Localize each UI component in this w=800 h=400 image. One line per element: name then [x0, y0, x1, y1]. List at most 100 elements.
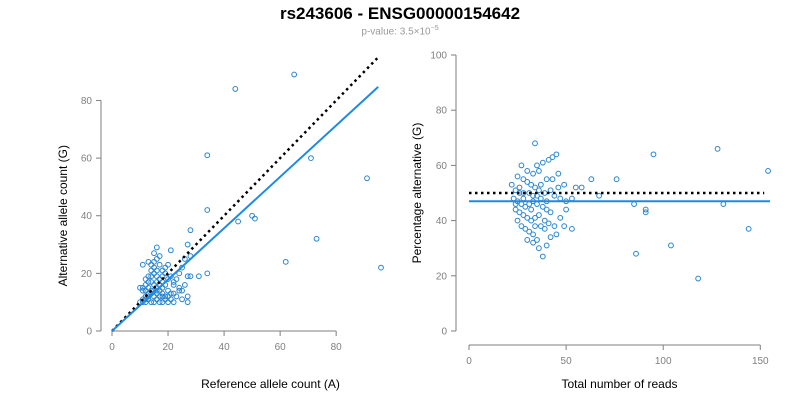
data-point [156, 293, 163, 300]
data-point [537, 181, 544, 188]
data-point [714, 145, 721, 152]
x-tick-label: 0 [466, 356, 472, 367]
y-axis-label: Percentage alternative (G) [410, 123, 424, 264]
data-point [526, 190, 533, 196]
data-point [543, 206, 550, 213]
data-point [148, 273, 155, 280]
data-point [148, 267, 155, 274]
data-point [162, 264, 169, 271]
reference-line [111, 56, 380, 332]
data-point [536, 168, 542, 174]
data-point [170, 299, 177, 306]
data-point [534, 201, 540, 207]
data-point [541, 217, 548, 224]
data-point [524, 214, 531, 221]
pvalue-exponent: −5 [430, 25, 439, 32]
data-point [148, 299, 155, 306]
data-point [151, 299, 157, 306]
data-point [313, 235, 320, 242]
pvalue-text: p-value: 3.5×10 [361, 26, 431, 38]
y-tick-label: 0 [441, 327, 447, 338]
data-point [555, 170, 562, 177]
data-point [518, 162, 525, 169]
data-point [232, 86, 239, 92]
data-point [252, 215, 258, 222]
y-tick-label: 0 [86, 327, 92, 338]
y-tick-label: 60 [81, 154, 93, 165]
data-point [378, 264, 384, 271]
data-point [745, 225, 752, 232]
data-point [536, 187, 542, 194]
data-point [545, 156, 552, 163]
x-tick-label: 80 [331, 342, 343, 353]
data-point [528, 181, 535, 188]
y-tick-label: 40 [81, 211, 93, 222]
data-point [549, 176, 556, 183]
data-point [532, 140, 538, 147]
data-point [532, 214, 538, 221]
data-point [545, 220, 552, 227]
data-point [516, 209, 523, 216]
data-point [512, 187, 519, 194]
data-point [631, 201, 637, 207]
data-point [633, 250, 639, 257]
data-point [520, 176, 527, 183]
data-point [204, 207, 211, 213]
data-point [204, 152, 211, 159]
data-point [151, 258, 157, 265]
data-point [187, 273, 194, 280]
data-point [308, 155, 314, 161]
data-point [541, 225, 548, 232]
data-point [518, 223, 525, 230]
data-point [530, 170, 536, 177]
data-point [557, 195, 564, 202]
data-point [588, 176, 595, 183]
data-point [520, 190, 527, 196]
data-point [512, 206, 519, 213]
data-point [508, 181, 515, 188]
data-point [142, 276, 149, 283]
y-tick-label: 100 [430, 51, 447, 62]
data-point [668, 242, 674, 249]
data-point [282, 258, 289, 265]
data-point [549, 154, 556, 161]
x-axis-label: Total number of reads [561, 377, 677, 391]
data-point [526, 228, 533, 235]
data-point [235, 218, 241, 225]
data-point [173, 293, 180, 300]
data-point [167, 290, 174, 297]
data-point [537, 223, 544, 230]
fit-line [111, 86, 379, 332]
data-point [148, 279, 155, 285]
data-point [291, 71, 298, 78]
data-point [514, 173, 521, 180]
data-point [572, 184, 579, 191]
data-point [151, 250, 157, 257]
data-point [204, 270, 211, 277]
data-point [159, 293, 166, 300]
data-point [561, 223, 568, 230]
data-point [156, 261, 163, 268]
x-tick-label: 50 [561, 356, 573, 367]
data-point [561, 181, 568, 188]
data-point [557, 214, 564, 221]
data-point [187, 227, 194, 234]
data-point [539, 253, 546, 260]
data-point [139, 287, 146, 294]
chart-title: rs243606 - ENSG00000154642 [279, 4, 521, 23]
data-point [184, 299, 191, 306]
data-point [530, 231, 536, 238]
data-point [364, 175, 370, 182]
data-point [720, 201, 727, 207]
data-point [534, 162, 540, 169]
data-point [553, 231, 560, 238]
y-tick-label: 20 [81, 269, 93, 280]
data-point [650, 151, 657, 158]
data-point [553, 151, 560, 158]
data-point [613, 176, 620, 183]
data-point [534, 237, 540, 243]
data-point [153, 287, 160, 294]
data-point [156, 253, 163, 259]
